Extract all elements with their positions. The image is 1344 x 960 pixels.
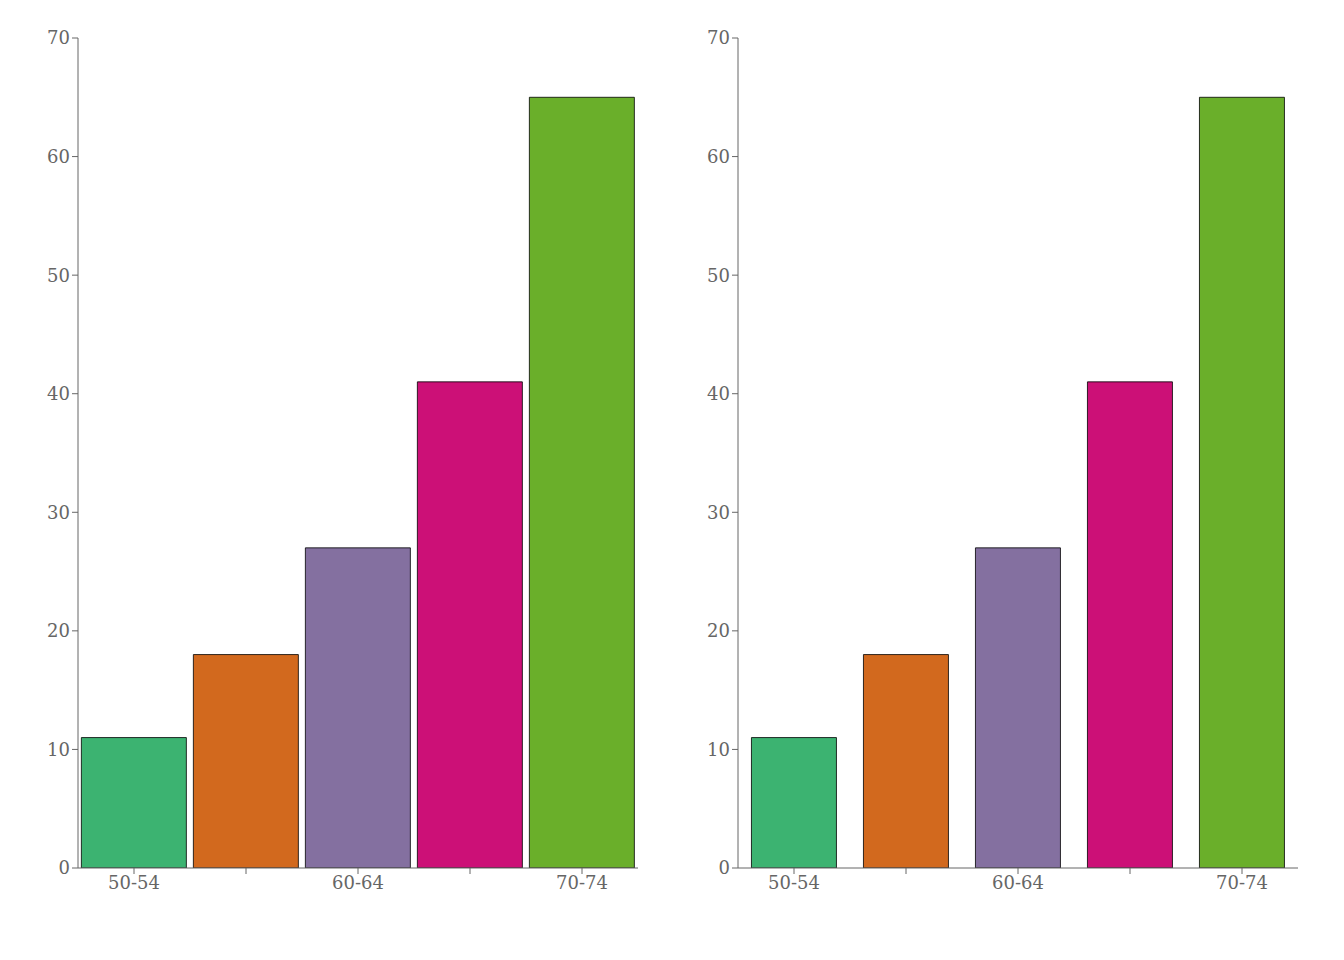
svg-text:0: 0: [59, 857, 70, 878]
svg-text:20: 20: [707, 620, 730, 641]
svg-text:50: 50: [47, 265, 70, 286]
svg-text:40: 40: [707, 383, 730, 404]
svg-text:60: 60: [707, 146, 730, 167]
svg-text:50-54: 50-54: [108, 872, 160, 893]
svg-text:10: 10: [707, 739, 730, 760]
svg-text:0: 0: [719, 857, 730, 878]
svg-text:50: 50: [707, 265, 730, 286]
svg-text:70: 70: [47, 27, 70, 48]
svg-text:40: 40: [47, 383, 70, 404]
svg-text:60-64: 60-64: [332, 872, 384, 893]
svg-text:50-54: 50-54: [768, 872, 820, 893]
svg-text:70-74: 70-74: [556, 872, 608, 893]
svg-text:30: 30: [707, 502, 730, 523]
svg-text:60-64: 60-64: [992, 872, 1044, 893]
svg-text:10: 10: [47, 739, 70, 760]
svg-text:20: 20: [47, 620, 70, 641]
svg-text:70: 70: [707, 27, 730, 48]
svg-text:70-74: 70-74: [1216, 872, 1268, 893]
svg-text:30: 30: [47, 502, 70, 523]
svg-text:60: 60: [47, 146, 70, 167]
